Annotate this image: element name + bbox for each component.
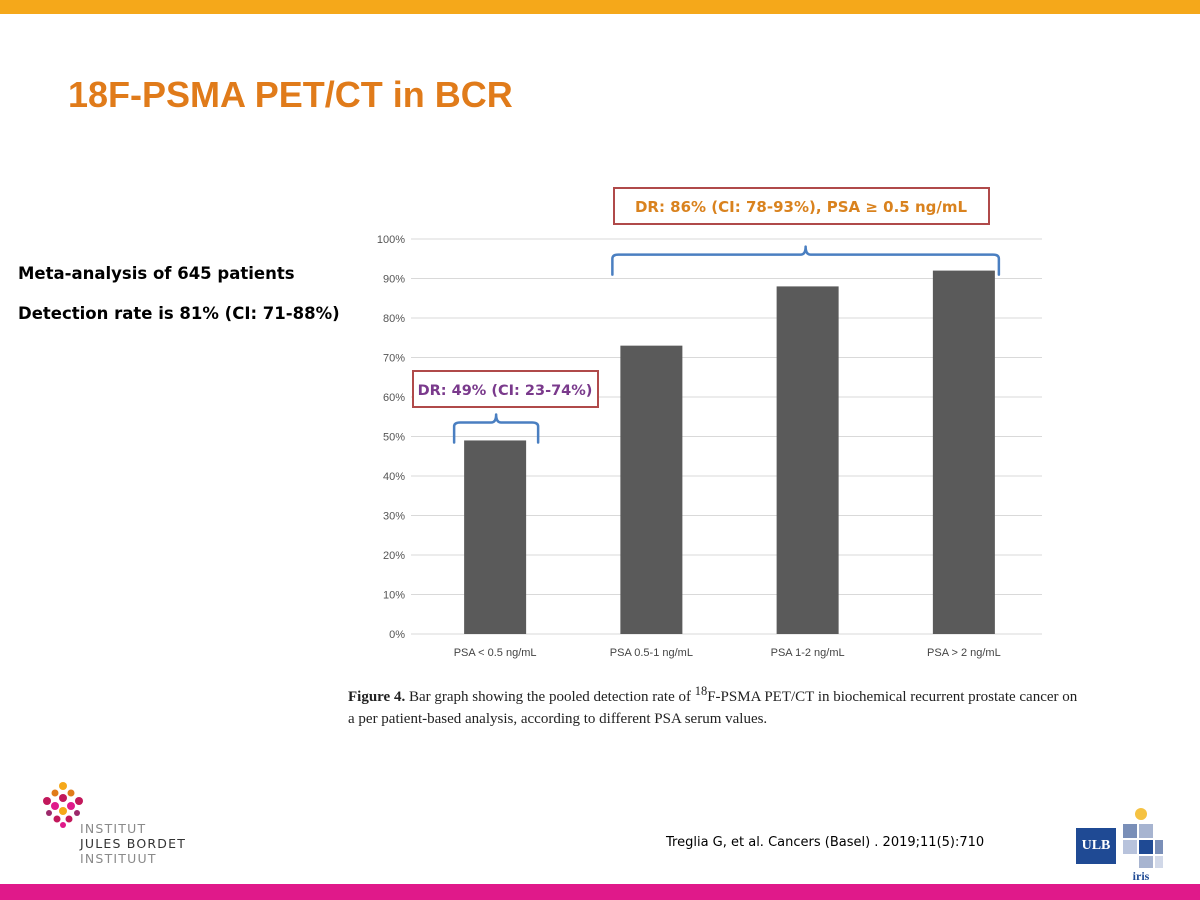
- summary-line-patients: Meta-analysis of 645 patients: [18, 264, 295, 283]
- x-tick-label: PSA 0.5-1 ng/mL: [610, 647, 693, 659]
- bar: [464, 440, 527, 634]
- figure-caption-label: Figure 4.: [348, 689, 406, 705]
- x-tick-label: PSA < 0.5 ng/mL: [454, 647, 537, 659]
- iris-logo-text: iris: [1133, 869, 1150, 882]
- y-tick-label: 70%: [383, 353, 405, 365]
- y-tick-label: 10%: [383, 590, 405, 602]
- citation: Treglia G, et al. Cancers (Basel) . 2019…: [666, 835, 985, 850]
- y-tick-label: 80%: [383, 313, 405, 325]
- bordet-wordmark: INSTITUT JULES BORDET INSTITUUT: [80, 821, 186, 866]
- y-tick-label: 90%: [383, 274, 405, 286]
- detection-rate-bar-chart: 0% 10% 20% 30% 40% 50% 60% 70% 80% 90% 100% PSA < 0…: [377, 187, 1042, 659]
- bracket-psa-above-0.5: [611, 245, 1001, 276]
- y-tick-label: 0%: [389, 629, 405, 641]
- figure-caption-text-b: F-PSMA PET/CT in biochemical recurrent p…: [348, 689, 1078, 727]
- annotation-text-low-psa: DR: 49% (CI: 23-74%): [418, 383, 593, 399]
- annotation-box-low-psa: [412, 370, 599, 408]
- figure-caption-text-a: Bar graph showing the pooled detection r…: [408, 689, 691, 705]
- bottom-accent-bar: [0, 884, 1200, 900]
- summary-block: Meta-analysis of 645 patients Detection …: [18, 264, 340, 344]
- top-accent-bar: [0, 0, 1200, 14]
- bordet-wordmark-line3: INSTITUUT: [80, 851, 157, 866]
- y-tick-label: 30%: [383, 511, 405, 523]
- bar: [620, 345, 683, 634]
- y-tick-label: 40%: [383, 471, 405, 483]
- annotation-text-high-psa: DR: 86% (CI: 78-93%), PSA ≥ 0.5 ng/mL: [635, 198, 968, 216]
- slide-title: 18F-PSMA PET/CT in BCR: [68, 74, 513, 115]
- x-tick-label: PSA 1-2 ng/mL: [771, 647, 845, 659]
- y-tick-label: 20%: [383, 550, 405, 562]
- bordet-wordmark-line1: INSTITUT: [80, 821, 147, 836]
- bar: [932, 270, 995, 634]
- iris-logo-icon: iris: [1123, 808, 1163, 882]
- x-tick-label: PSA > 2 ng/mL: [927, 647, 1001, 659]
- bordet-wordmark-line2: JULES BORDET: [80, 836, 187, 851]
- y-tick-label: 60%: [383, 392, 405, 404]
- figure-caption: Figure 4. Bar graph showing the pooled d…: [348, 680, 1078, 730]
- y-tick-label: 100%: [377, 234, 405, 246]
- bar: [776, 286, 839, 634]
- figure-caption-superscript: 18: [694, 684, 708, 698]
- annotation-box-high-psa: [613, 187, 990, 225]
- y-tick-label: 50%: [383, 432, 405, 444]
- ulb-logo: ULB: [1076, 828, 1116, 864]
- bordet-logo-icon: [43, 782, 83, 828]
- summary-line-detection-rate: Detection rate is 81% (CI: 71-88%): [18, 304, 340, 323]
- bracket-psa-below-0.5: [452, 413, 540, 444]
